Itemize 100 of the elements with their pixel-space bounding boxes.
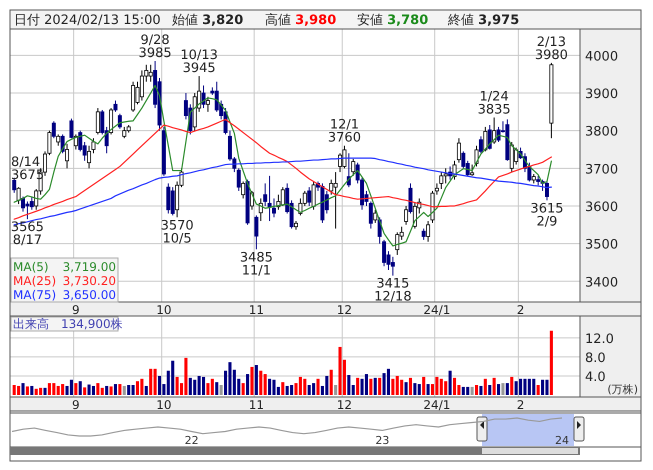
bar — [158, 376, 162, 395]
bar — [541, 380, 544, 395]
bar — [418, 384, 421, 395]
bar — [484, 378, 487, 395]
bar — [171, 360, 174, 395]
x-tick-label: 12 — [336, 398, 352, 412]
annotation: 3570 10/5 — [160, 218, 194, 246]
x-tick-label: 10 — [156, 398, 172, 412]
bar — [532, 378, 536, 395]
bar — [369, 378, 372, 395]
x-tick-label: 2 — [516, 303, 524, 317]
bar — [114, 384, 118, 395]
bar — [105, 386, 108, 395]
annotation: 出来高 134,900株 — [13, 317, 123, 331]
annotation: 12/1 3760 — [328, 118, 361, 146]
bar — [144, 386, 148, 395]
bar — [215, 382, 218, 395]
bar — [176, 376, 179, 395]
chart-title: 日付 2024/02/13 15:00 — [14, 13, 161, 28]
y-tick-label: 3800 — [585, 124, 618, 140]
bar — [466, 386, 470, 395]
x-tick-label: 9 — [72, 303, 80, 317]
bar — [374, 378, 377, 395]
y-tick-label: 4.0 — [585, 370, 606, 385]
x-tick-label: 12 — [336, 303, 352, 317]
bar — [122, 386, 126, 395]
bar — [250, 366, 254, 395]
bar — [448, 370, 452, 395]
bar — [338, 346, 342, 395]
bar — [479, 386, 482, 395]
bar — [325, 376, 328, 395]
bar — [140, 378, 144, 395]
bar — [193, 380, 196, 395]
text: 始値 3,820 — [172, 13, 244, 28]
annotation: 3,719.00 — [62, 260, 116, 274]
x-tick-label: 24/1 — [423, 303, 450, 317]
bar — [536, 385, 540, 395]
bar — [34, 388, 38, 395]
bar — [21, 383, 25, 395]
bar — [92, 386, 95, 395]
x-tick-label: 24/1 — [423, 398, 450, 412]
y-axis-title: (万株) — [607, 383, 638, 396]
bar — [444, 381, 448, 395]
text: 高値 3,980 — [265, 12, 336, 28]
bar — [286, 386, 289, 395]
annotation: 3485 11/1 — [240, 250, 273, 278]
x-tick-label: 22 — [184, 434, 199, 447]
bar — [202, 376, 206, 395]
bar — [316, 378, 320, 395]
bar — [308, 385, 311, 395]
annotation: 10/13 3945 — [180, 48, 218, 76]
bar — [83, 387, 86, 395]
y-tick-label: 3400 — [585, 275, 618, 290]
bar — [30, 386, 34, 395]
bar — [364, 374, 368, 395]
bar — [408, 378, 412, 395]
bar — [506, 383, 509, 395]
bar — [330, 370, 333, 395]
bar — [545, 380, 549, 395]
annotation: 3415 12/18 — [374, 276, 412, 305]
bar — [259, 370, 262, 395]
bar — [440, 378, 443, 395]
bar — [56, 386, 60, 395]
bar — [396, 376, 399, 395]
bar — [242, 383, 245, 395]
y-tick-label: 3600 — [585, 200, 618, 215]
annotation: 3,650.00 — [62, 288, 116, 302]
bar — [488, 385, 492, 395]
bar — [149, 368, 152, 395]
bar — [43, 388, 47, 395]
y-tick-label: 3700 — [585, 162, 618, 178]
annotation: 3615 2/9 — [530, 201, 564, 230]
y-tick-label: 3500 — [585, 238, 618, 253]
y-tick-label: 3900 — [585, 87, 618, 102]
annotation: 2/13 3980 — [534, 34, 568, 63]
bar — [422, 376, 426, 395]
bar — [272, 380, 276, 395]
bar — [26, 386, 29, 395]
legend: MA(5) 3,719.00 MA(25) 3,730.20 MA(75) 3,650.00 — [10, 258, 118, 302]
text: 安値 3,780 — [357, 12, 428, 28]
annotation: 3,730.20 — [62, 274, 116, 288]
bar — [510, 376, 514, 395]
bar — [78, 381, 82, 395]
bar — [501, 383, 504, 395]
bar — [550, 330, 553, 395]
text: 終値 3,975 — [447, 13, 520, 28]
bar — [303, 378, 306, 395]
bar — [88, 384, 91, 395]
bar — [12, 385, 16, 395]
bar — [254, 365, 258, 395]
x-tick-label: 2 — [516, 398, 524, 412]
x-tick-label: 10 — [156, 303, 172, 317]
annotation: 9/28 3985 — [138, 33, 172, 62]
annotation: 3565 8/17 — [10, 220, 44, 248]
bar — [281, 382, 284, 395]
bar — [74, 383, 78, 395]
x-tick-label: 11 — [248, 398, 264, 412]
bar — [184, 358, 188, 395]
bar — [268, 378, 272, 395]
bar — [426, 384, 430, 395]
